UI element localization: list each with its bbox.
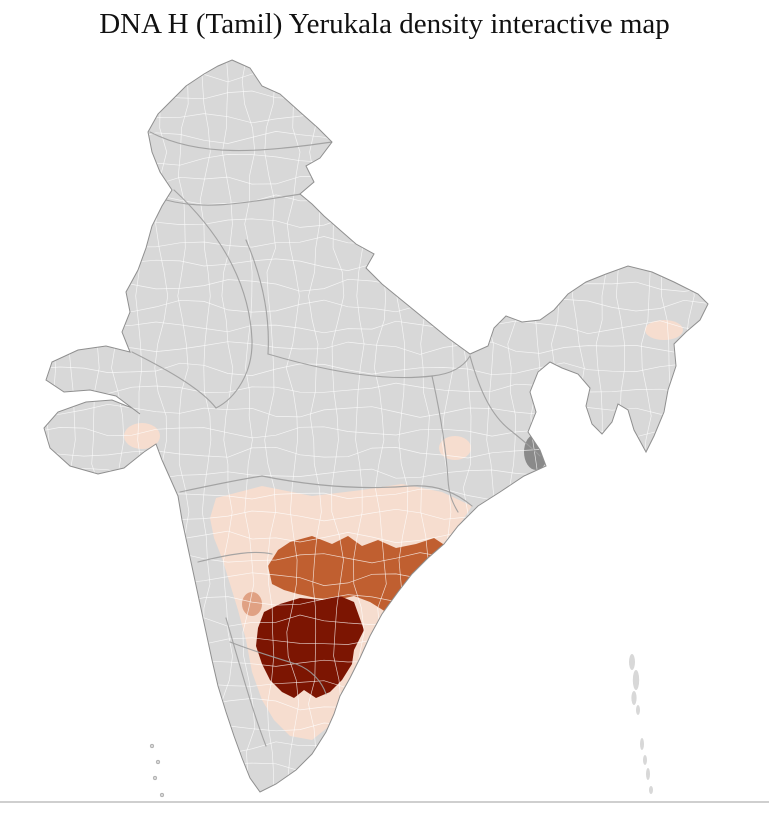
page-title: DNA H (Tamil) Yerukala density interacti…	[99, 8, 670, 40]
island[interactable]	[632, 670, 640, 690]
island[interactable]	[149, 743, 155, 749]
district-patch[interactable]	[268, 536, 446, 612]
density-region-medium[interactable]	[268, 536, 446, 612]
island[interactable]	[640, 738, 644, 750]
andaman-nicobar-islands[interactable]	[629, 654, 653, 794]
district-patch[interactable]	[124, 423, 160, 449]
island[interactable]	[649, 786, 653, 794]
island[interactable]	[629, 654, 635, 670]
island[interactable]	[155, 759, 161, 765]
island[interactable]	[646, 768, 650, 780]
district-patch[interactable]	[645, 320, 683, 340]
lakshadweep-islands[interactable]	[149, 743, 165, 798]
island[interactable]	[152, 775, 158, 781]
island[interactable]	[636, 705, 640, 715]
state-borders	[131, 131, 541, 747]
bottom-rule	[0, 801, 769, 803]
district-patch[interactable]	[242, 592, 262, 616]
island[interactable]	[159, 792, 165, 798]
district-patch[interactable]	[439, 436, 471, 460]
island[interactable]	[631, 691, 637, 705]
island[interactable]	[643, 755, 647, 765]
